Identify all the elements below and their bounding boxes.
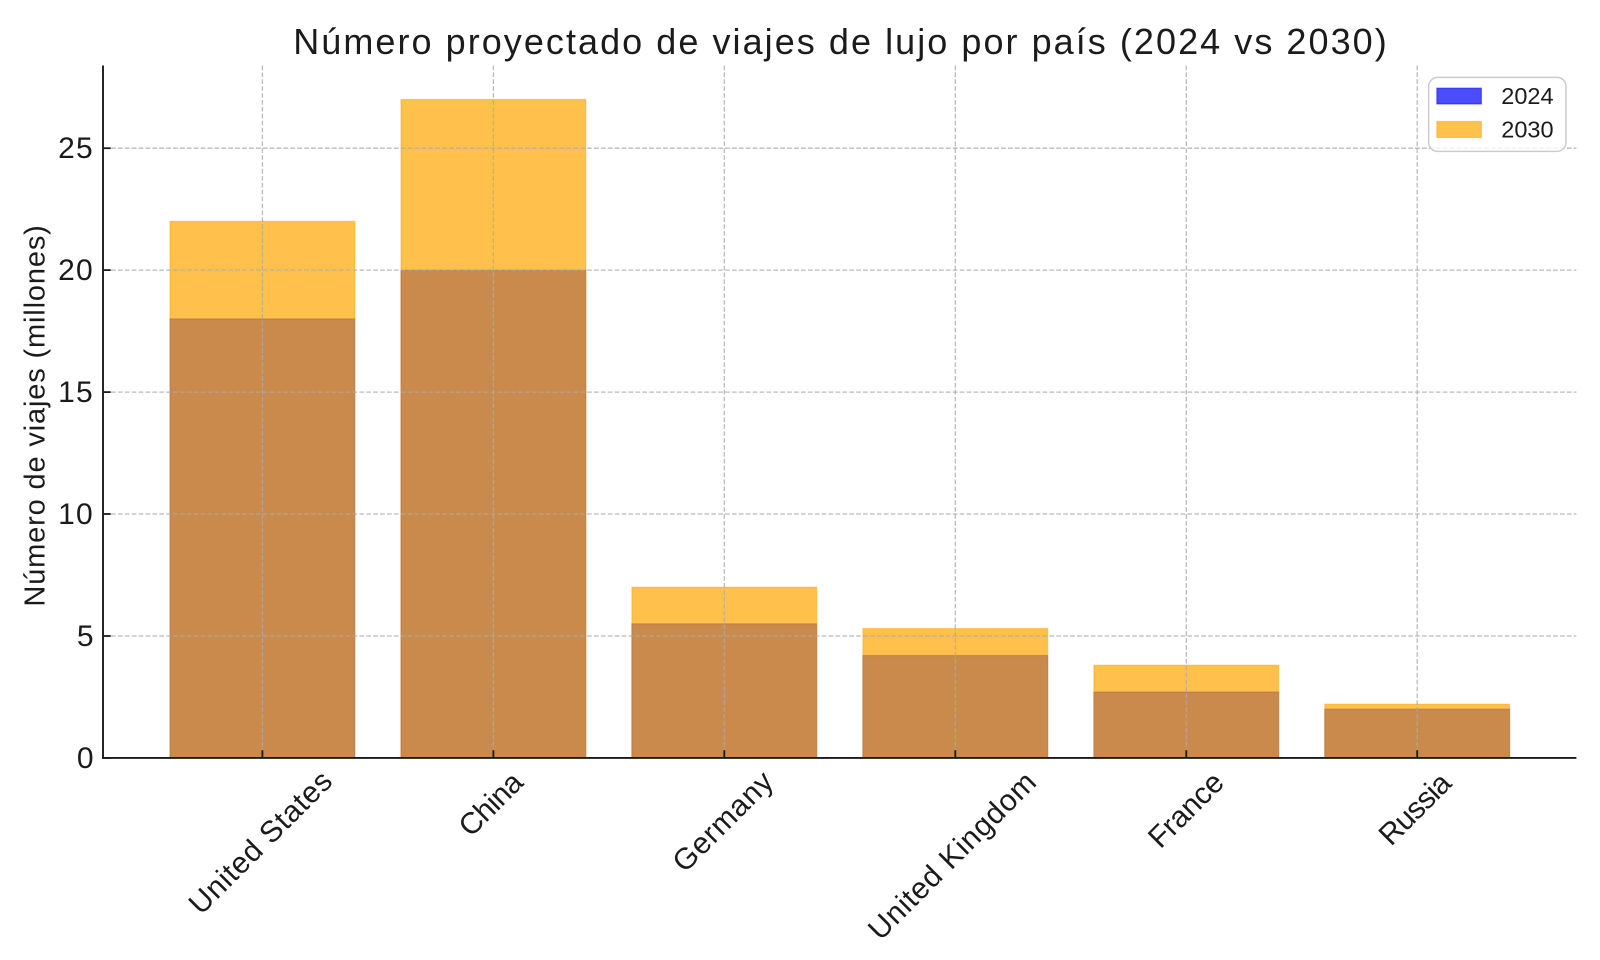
svg-text:20: 20 <box>58 254 94 287</box>
svg-text:Número proyectado de viajes de: Número proyectado de viajes de lujo por … <box>293 21 1389 62</box>
svg-text:United Kingdom: United Kingdom <box>862 765 1044 947</box>
svg-text:0: 0 <box>77 742 94 775</box>
svg-text:10: 10 <box>58 498 94 531</box>
svg-text:5: 5 <box>77 620 94 653</box>
svg-text:25: 25 <box>58 132 94 165</box>
svg-text:United States: United States <box>183 764 340 921</box>
svg-text:2030: 2030 <box>1501 117 1553 143</box>
svg-text:15: 15 <box>58 376 94 409</box>
svg-text:Número de viajes (millones): Número de viajes (millones) <box>20 224 52 606</box>
svg-text:Russia: Russia <box>1373 766 1459 852</box>
svg-text:France: France <box>1142 766 1231 855</box>
svg-text:Germany: Germany <box>666 765 780 879</box>
svg-text:2024: 2024 <box>1501 83 1553 109</box>
svg-text:China: China <box>452 766 530 844</box>
